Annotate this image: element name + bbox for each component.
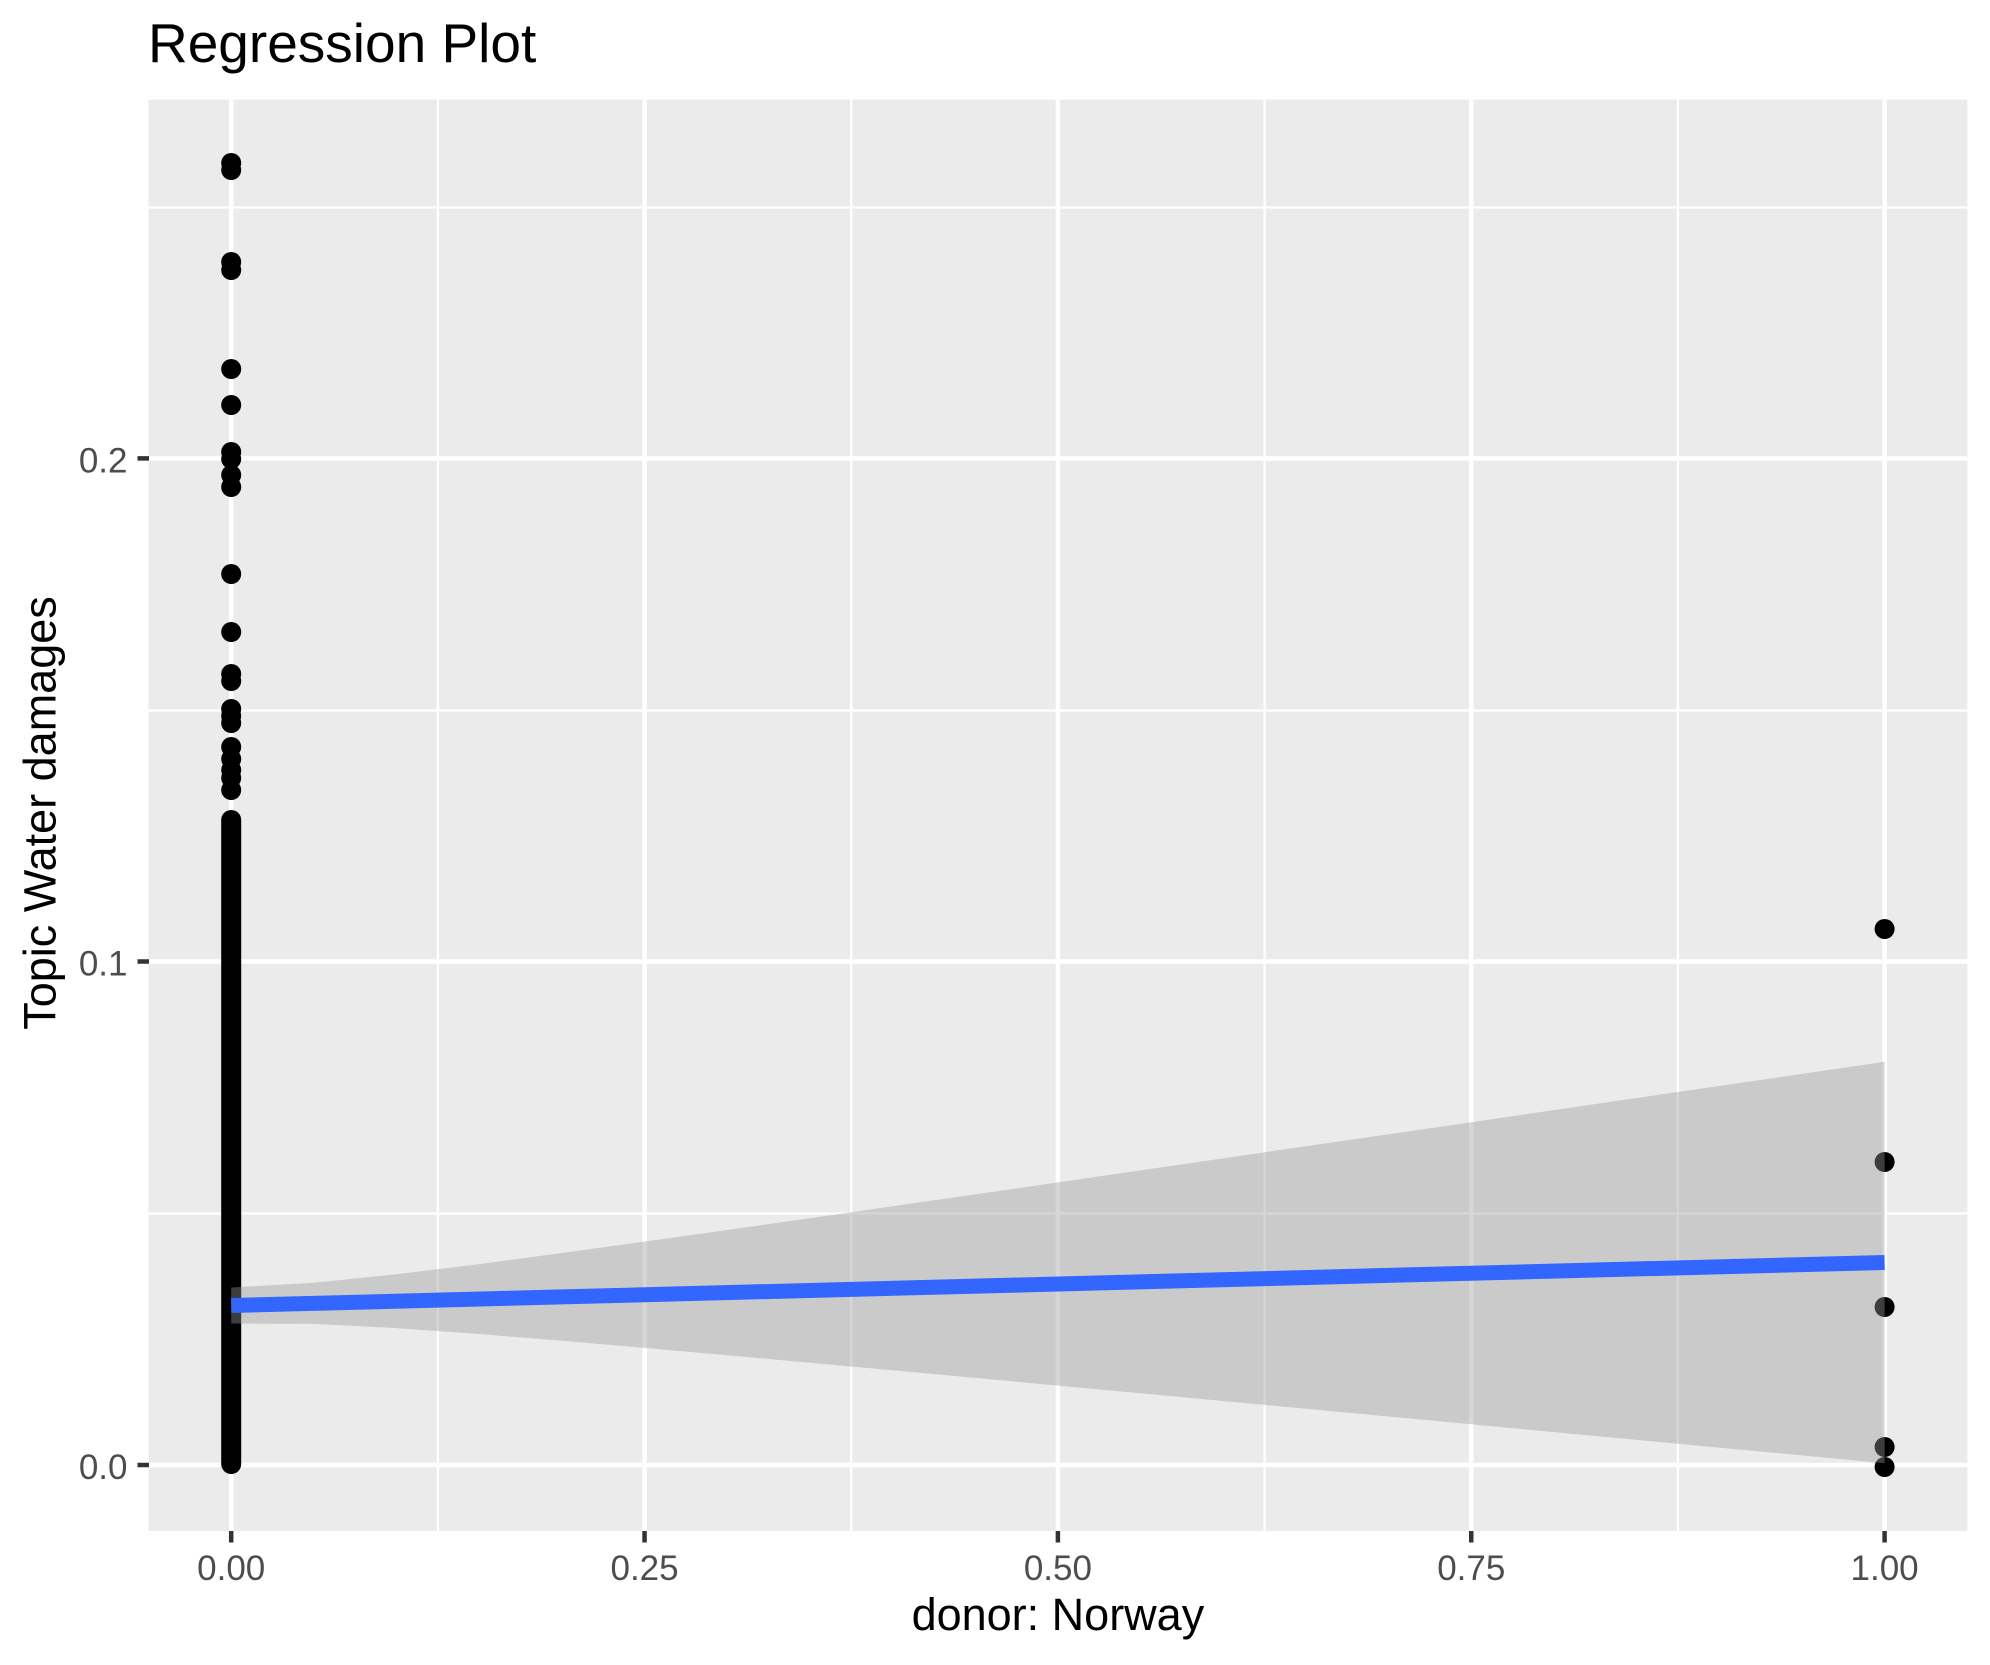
svg-text:Regression Plot: Regression Plot [148,12,536,74]
svg-text:donor: Norway: donor: Norway [912,1589,1205,1640]
svg-text:Topic Water damages: Topic Water damages [15,596,66,1030]
svg-text:0.50: 0.50 [1024,1549,1092,1588]
svg-text:1.00: 1.00 [1851,1549,1919,1588]
svg-text:0.25: 0.25 [610,1549,678,1588]
svg-text:0.2: 0.2 [79,441,128,480]
svg-text:0.75: 0.75 [1437,1549,1505,1588]
svg-text:0.1: 0.1 [79,945,128,984]
svg-text:0.0: 0.0 [79,1448,128,1487]
svg-text:0.00: 0.00 [197,1549,265,1588]
